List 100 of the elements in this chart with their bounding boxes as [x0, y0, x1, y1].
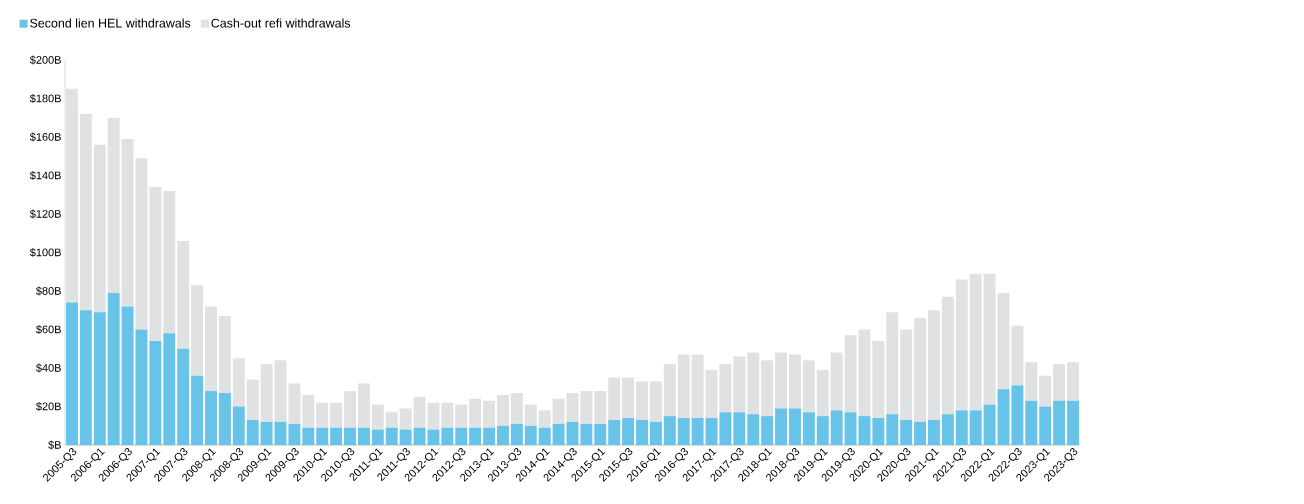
bar: [274, 360, 287, 422]
bar: [399, 408, 412, 430]
bar: [232, 358, 245, 407]
bar: [914, 421, 927, 445]
bar: [1025, 400, 1038, 445]
bar: [802, 360, 815, 413]
bar: [93, 144, 106, 313]
bar: [636, 381, 648, 420]
bar: [1039, 375, 1052, 407]
bar: [914, 317, 927, 422]
bar: [886, 312, 899, 415]
bar: [316, 427, 329, 445]
bar: [177, 348, 190, 445]
y-tick-label: $B: [48, 440, 61, 450]
bar: [1067, 400, 1079, 445]
bar: [469, 427, 482, 445]
legend-label: Cash-out refi withdrawals: [211, 18, 351, 28]
y-tick-label: $20B: [36, 402, 61, 411]
bar: [775, 408, 788, 445]
y-tick-label: $160B: [29, 132, 61, 142]
bar: [900, 419, 913, 445]
bar: [941, 296, 954, 415]
bar: [928, 310, 940, 420]
bar: [288, 423, 301, 445]
bar: [691, 354, 704, 419]
y-tick-label: $200B: [29, 55, 61, 65]
bar: [524, 404, 537, 426]
bar: [65, 302, 78, 445]
bar: [872, 341, 885, 419]
bar: [552, 398, 565, 424]
bar: [775, 352, 788, 409]
bar: [344, 391, 356, 428]
bar: [552, 423, 565, 445]
bar: [246, 379, 259, 420]
bar: [149, 187, 162, 342]
bar: [608, 419, 621, 445]
bar: [510, 393, 523, 424]
bar: [232, 406, 245, 445]
bar: [886, 414, 899, 445]
bar: [1025, 362, 1038, 401]
bar: [733, 412, 746, 445]
bar: [983, 273, 996, 405]
y-tick-label: $60B: [36, 325, 61, 334]
bar: [677, 418, 690, 445]
bar: [79, 310, 92, 445]
bar: [149, 341, 162, 445]
bar: [441, 427, 454, 445]
bar: [538, 427, 551, 445]
bar: [260, 421, 273, 445]
bar: [274, 421, 287, 445]
bar: [969, 410, 982, 445]
bar: [636, 419, 648, 445]
bar: [566, 393, 579, 422]
bar: [747, 414, 760, 445]
bar: [302, 394, 315, 428]
bar: [663, 364, 676, 417]
bar: [649, 381, 662, 422]
bar: [677, 354, 690, 419]
bar: [969, 273, 982, 411]
bar: [1067, 362, 1079, 401]
bar: [594, 391, 607, 424]
bar: [830, 352, 843, 411]
bar: [941, 414, 954, 445]
bar: [357, 383, 370, 428]
bar: [691, 418, 704, 445]
bar: [816, 416, 829, 445]
bar: [663, 416, 676, 445]
bar: [1011, 325, 1024, 386]
bar: [288, 383, 301, 424]
y-tick-label: $140B: [29, 171, 61, 180]
bar: [997, 389, 1010, 445]
y-tick-label: $100B: [29, 248, 61, 257]
bar: [594, 423, 607, 445]
bar: [357, 427, 370, 445]
bar: [344, 427, 356, 445]
bar: [163, 333, 176, 445]
bar: [163, 190, 176, 334]
bar: [955, 410, 968, 445]
bar: [538, 410, 551, 428]
bar: [761, 416, 774, 445]
bar: [371, 404, 384, 430]
bar: [872, 418, 885, 445]
bar: [622, 418, 635, 445]
bar: [580, 423, 593, 445]
bar: [483, 400, 496, 428]
bar: [79, 113, 92, 311]
bar: [733, 356, 746, 413]
bar: [246, 419, 259, 445]
bar: [441, 402, 454, 428]
bar: [816, 369, 829, 417]
bar: [524, 425, 537, 445]
bar: [330, 402, 343, 428]
bar: [1011, 385, 1024, 445]
bar: [1039, 406, 1052, 445]
bar: [218, 393, 231, 445]
bar: [302, 427, 315, 445]
bar: [566, 421, 579, 445]
bar: [830, 410, 843, 445]
bar: [900, 329, 913, 420]
bar: [455, 427, 468, 445]
